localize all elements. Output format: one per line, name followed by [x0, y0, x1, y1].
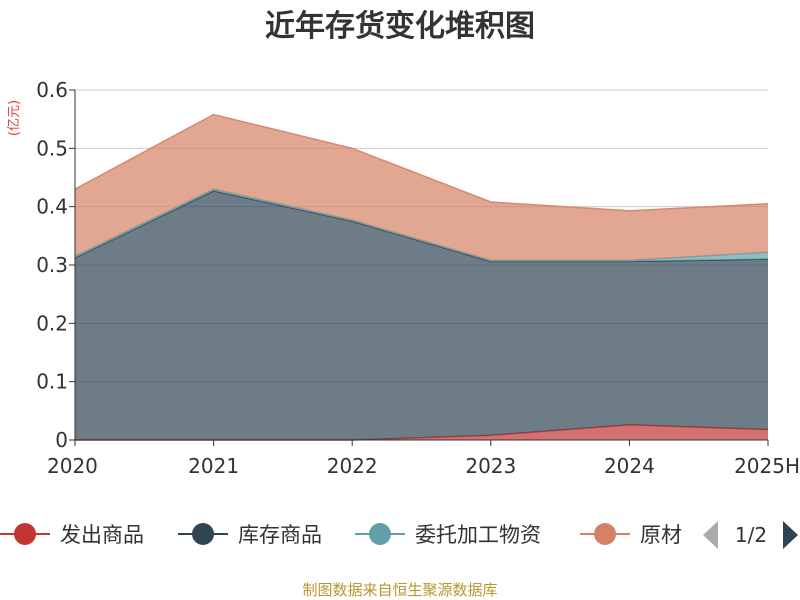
legend-item[interactable]: 委托加工物资 [355, 523, 541, 547]
y-tick-label: 0.6 [36, 78, 68, 102]
x-tick-label: 2020 [47, 454, 98, 478]
y-tick-label: 0.3 [36, 253, 68, 277]
area-4 [75, 114, 768, 261]
legend-label: 库存商品 [238, 523, 322, 547]
area-series [74, 113, 769, 441]
prev-page-icon[interactable] [703, 521, 718, 549]
legend-pager[interactable]: 1/2 [703, 521, 798, 549]
area-1 [75, 424, 768, 440]
x-tick-label: 2021 [188, 454, 239, 478]
legend-label: 委托加工物资 [415, 523, 541, 547]
legend-marker [369, 523, 391, 545]
area-2 [75, 190, 768, 440]
y-tick-label: 0.2 [36, 311, 68, 335]
legend: 发出商品 库存商品 委托加工物资 原材 [0, 523, 682, 547]
legend-marker [192, 523, 214, 545]
legend-item[interactable]: 原材 [580, 523, 682, 547]
legend-label: 原材 [640, 523, 682, 547]
legend-item[interactable]: 库存商品 [178, 523, 322, 547]
x-tick-labels: 2020 2021 2022 2023 2024 2025H [47, 440, 800, 478]
x-tick-label: 2023 [465, 454, 516, 478]
x-tick-label: 2022 [327, 454, 378, 478]
legend-label: 发出商品 [60, 523, 144, 547]
legend-marker [594, 523, 616, 545]
legend-item[interactable]: 发出商品 [0, 523, 144, 547]
legend-page-indicator: 1/2 [735, 523, 767, 547]
y-tick-labels: 0 0.1 0.2 0.3 0.4 0.5 0.6 [36, 78, 75, 452]
y-tick-label: 0.4 [36, 195, 68, 219]
x-tick-label: 2025H [734, 454, 800, 478]
x-tick-label: 2024 [604, 454, 655, 478]
y-axis-unit: (亿元) [7, 100, 22, 136]
legend-marker [14, 523, 36, 545]
y-tick-label: 0 [55, 428, 68, 452]
next-page-icon[interactable] [783, 521, 798, 549]
chart-title: 近年存货变化堆积图 [265, 9, 535, 44]
y-tick-label: 0.5 [36, 136, 68, 160]
series-line-4 [74, 113, 769, 212]
data-source-note: 制图数据来自恒生聚源数据库 [302, 581, 497, 599]
y-tick-label: 0.1 [36, 370, 68, 394]
